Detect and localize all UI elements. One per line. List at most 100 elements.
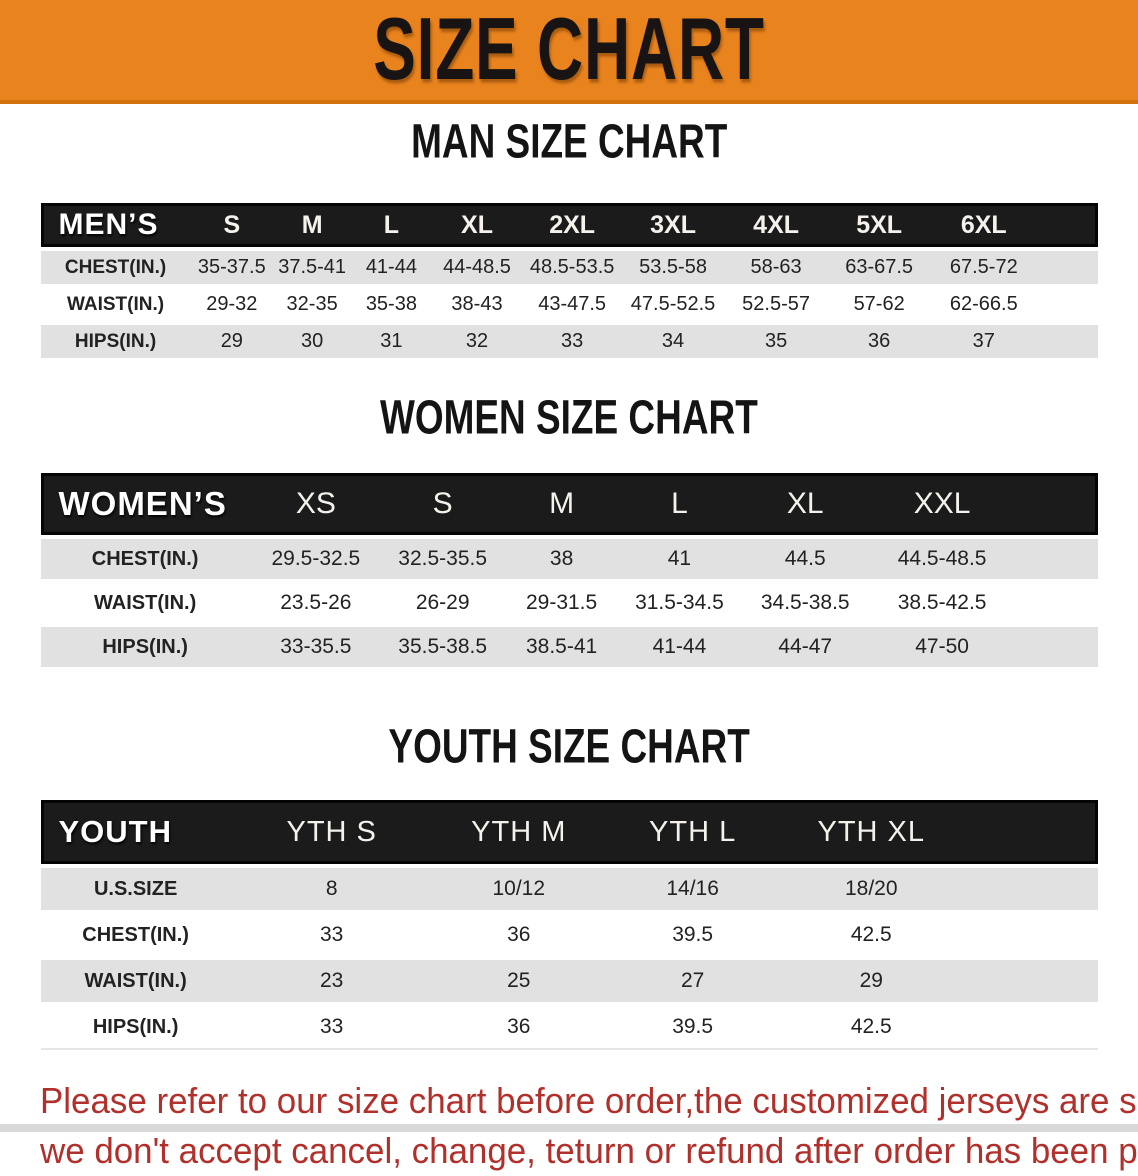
measurement-value: 39.5 (672, 923, 714, 946)
measurement-value: 38.5-42.5 (897, 591, 987, 614)
section-heading: WOMEN SIZE CHART (0, 390, 1138, 449)
size-column-header: XXL (871, 473, 1013, 535)
measurement-label: HIPS(IN.) (40, 1006, 231, 1050)
measurement-label: U.S.SIZE (40, 868, 231, 910)
measurement-value: 62-66.5 (949, 293, 1018, 315)
measurement-value: 33 (320, 923, 344, 946)
measurement-label: WAIST(IN.) (94, 591, 197, 614)
measurement-label: CHEST(IN.) (40, 539, 250, 579)
measurement-value: 25 (432, 960, 605, 1002)
section-heading: YOUTH SIZE CHART (0, 720, 1138, 778)
measurement-value: 39.5 (604, 1006, 781, 1050)
measurement-value: 32 (431, 325, 523, 358)
size-column-header: M (273, 203, 352, 247)
measurement-value: 23 (230, 960, 433, 1002)
measurement-value: 63-67.5 (827, 251, 931, 284)
spacer-cell (962, 960, 1098, 1002)
measurement-value: 48.5-53.5 (522, 251, 622, 284)
measurement-row: CHEST(IN.) 29.5-32.5 32.5-35.5 38 41 44.5 44.5… (40, 539, 1098, 579)
measurement-row: WAIST(IN.) 23 25 27 29 (40, 960, 1098, 1002)
measurement-value: 8 (230, 868, 433, 910)
measurement-value: 18/20 (780, 868, 963, 910)
spacer-cell (1037, 203, 1098, 247)
measurement-value: 26-29 (415, 591, 470, 614)
spacer-cell (962, 914, 1097, 956)
measurement-value: 42.5 (780, 1006, 963, 1050)
measurement-value: 33 (522, 325, 622, 358)
measurement-row: HIPS(IN.) 33 36 39.5 42.5 (40, 1006, 1098, 1050)
measurement-value: 37 (930, 325, 1038, 358)
measurement-value: 33 (230, 1006, 433, 1050)
table-group-label: MEN’S (40, 203, 191, 247)
measurement-row: WAIST(IN.) 29-32 32-35 35-38 38-43 43-47.5 47.… (41, 288, 1098, 321)
measurement-value: 14/16 (604, 868, 781, 910)
size-column-header: L (619, 473, 740, 535)
spacer-cell (1012, 473, 1098, 535)
measurement-value: 41-44 (619, 627, 740, 667)
measurement-value: 29.5-32.5 (249, 539, 382, 579)
table-group-label: WOMEN’S (40, 473, 250, 535)
measurement-value: 34 (621, 325, 725, 358)
measurement-value: 43-47.5 (538, 293, 607, 315)
measurement-value: 35-38 (365, 293, 417, 315)
measurement-value: 53.5-58 (621, 251, 725, 284)
size-column-header: M (503, 473, 620, 535)
measurement-value: 36 (507, 923, 531, 946)
size-column-header: 5XL (827, 203, 931, 247)
women-size-table: WOMEN’S XS S M L XL XXL CHEST(IN.) 29.5-32.5 32.5… (40, 469, 1098, 671)
measurement-value: 58-63 (724, 251, 828, 284)
measurement-row: HIPS(IN.) 29 30 31 32 33 34 35 36 37 (40, 325, 1098, 358)
size-column-header: YTH S (230, 800, 433, 864)
measurement-label: HIPS(IN.) (40, 325, 191, 358)
spacer-cell (962, 868, 1098, 910)
measurement-value: 31.5-34.5 (635, 591, 724, 614)
measurement-value: 38 (503, 539, 620, 579)
size-column-header: XS (249, 473, 382, 535)
section-heading-text: WOMEN SIZE CHART (380, 390, 758, 445)
measurement-label: CHEST(IN.) (82, 923, 189, 946)
size-column-header: 2XL (522, 203, 622, 247)
size-column-header: YTH XL (780, 800, 963, 864)
measurement-value: 29-31.5 (525, 591, 598, 614)
measurement-value: 42.5 (850, 923, 892, 946)
measurement-value: 38-43 (451, 293, 503, 315)
size-column-header: L (351, 203, 432, 247)
measurement-value: 47.5-52.5 (630, 293, 716, 315)
size-column-header: 3XL (621, 203, 725, 247)
spacer-cell (962, 1006, 1098, 1050)
measurement-value: 44-48.5 (431, 251, 523, 284)
measurement-value: 52.5-57 (742, 293, 811, 315)
measurement-value: 47-50 (871, 627, 1013, 667)
men-size-table: MEN’S S M L XL 2XL 3XL 4XL 5XL 6XL CHEST(IN.) 35-37… (40, 199, 1098, 362)
women-size-section: WOMEN SIZE CHART WOMEN’S XS S M L XL XXL CHEST(I… (0, 390, 1138, 671)
measurement-value: 36 (827, 325, 931, 358)
size-column-header: 4XL (724, 203, 828, 247)
measurement-label: CHEST(IN.) (40, 251, 191, 284)
youth-size-section: YOUTH SIZE CHART YOUTH YTH S YTH M YTH L YTH … (0, 720, 1138, 1054)
measurement-value: 34.5-38.5 (760, 591, 850, 614)
measurement-value: 44.5 (739, 539, 872, 579)
measurement-value: 37.5-41 (273, 251, 352, 284)
footer-notice-line1: Please refer to our size chart before or… (40, 1080, 1138, 1121)
measurement-value: 27 (604, 960, 781, 1002)
bottom-edge-strip (0, 1124, 1138, 1132)
measurement-value: 41-44 (351, 251, 432, 284)
measurement-value: 44-47 (739, 627, 872, 667)
measurement-label: WAIST(IN.) (40, 960, 231, 1002)
measurement-value: 38.5-41 (503, 627, 620, 667)
size-column-header: S (381, 473, 504, 535)
spacer-cell (1037, 288, 1097, 321)
size-header-row: MEN’S S M L XL 2XL 3XL 4XL 5XL 6XL (40, 203, 1098, 247)
spacer-cell (1037, 251, 1098, 284)
measurement-value: 31 (351, 325, 432, 358)
footer-notice-line2: we don't accept cancel, change, teturn o… (40, 1130, 1138, 1171)
measurement-label: WAIST(IN.) (66, 293, 165, 315)
size-header-row: WOMEN’S XS S M L XL XXL (40, 473, 1098, 535)
section-heading-text: MAN SIZE CHART (410, 114, 728, 169)
measurement-value: 35.5-38.5 (381, 627, 504, 667)
measurement-value: 29 (190, 325, 274, 358)
spacer-cell (962, 800, 1098, 864)
size-column-header: YTH M (432, 800, 605, 864)
spacer-cell (1012, 627, 1098, 667)
measurement-value: 29-32 (206, 293, 258, 315)
